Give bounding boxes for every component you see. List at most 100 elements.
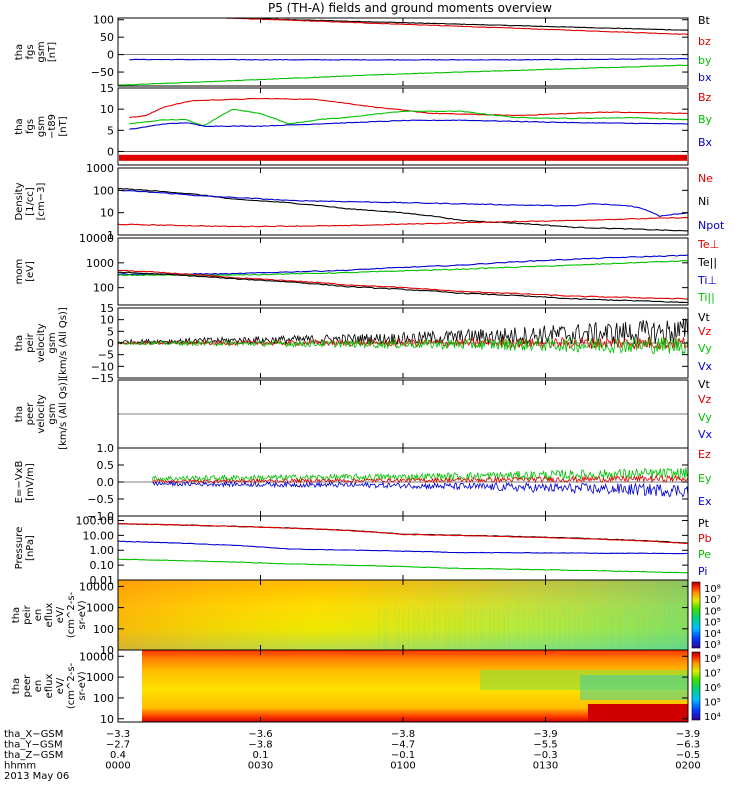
ylabel-line: peer: [22, 674, 33, 698]
panel-frame: [117, 167, 689, 236]
series-Ey: [151, 467, 689, 483]
ylabel-line: [nT]: [47, 42, 58, 62]
series-bz: [226, 17, 689, 36]
series-By: [129, 108, 689, 127]
series-Bz: [129, 97, 689, 119]
ytick-label: 10: [100, 644, 114, 657]
axis-row-value: −5.5: [533, 740, 557, 751]
axis-row-value: −3.9: [676, 729, 700, 740]
ytick-label: 10: [100, 314, 114, 327]
legend-Pe: Pe: [698, 548, 711, 561]
axis-row-value: −3.8: [248, 740, 272, 751]
legend-bz: bz: [698, 35, 711, 48]
legend-Pt: Pt: [698, 517, 710, 530]
ylabel-line: gsm: [36, 116, 47, 137]
ylabel-line: [mV/m]: [25, 463, 36, 501]
ylabel-line: [km/s (All Qs)]: [58, 378, 69, 450]
ytick-label: 100: [93, 623, 114, 636]
panel-peer-eflux: 10000 1000 100 10 tha peer en eflux eV/(cm^2-s-s…: [11, 649, 721, 726]
ylabel-line: mom: [14, 259, 25, 285]
ylabel-line: eV/: [55, 606, 66, 623]
legend-Te: Te||: [697, 256, 717, 269]
ytick-label: −0.5: [87, 493, 114, 506]
panel-peir-eflux: 10000 1000 100 10 tha peir en eflux eV/(cm^2-s-s…: [11, 579, 721, 657]
ylabel-line: [nPa]: [25, 535, 36, 561]
heatmap-patch: [580, 675, 688, 700]
axis-row-value: −0.5: [676, 750, 700, 761]
axis-row-value: 0.1: [253, 750, 269, 761]
legend-Vx: Vx: [698, 360, 713, 373]
ylabel-line: fgs: [25, 44, 36, 59]
legend-Ti: Ti||: [697, 291, 715, 304]
ytick-label: 1000: [86, 257, 114, 270]
ytick-label: 100.00: [76, 514, 115, 527]
series-Ti: [117, 254, 689, 276]
ytick-label: 10: [100, 103, 114, 116]
legend-Te: Te⊥: [697, 238, 719, 251]
ytick-label: 15: [100, 302, 114, 315]
ytick-label: 5: [107, 325, 114, 338]
ytick-label: −15: [91, 372, 114, 385]
ylabel-line: sr-eV): [77, 600, 88, 629]
ytick-label: 0: [107, 49, 114, 62]
legend-Vy: Vy: [698, 342, 712, 355]
ylabel-line: gsm: [36, 41, 47, 62]
panel-peer-velocity: tha peer velocity gsm [km/s (All Qs)] Vt Vz Vy V…: [14, 378, 713, 450]
legend-Npot: Npot: [698, 219, 725, 232]
ylabel-line: tha: [11, 607, 22, 623]
ytick-label: 50: [100, 31, 114, 44]
panel-pressure: 100.00 10.00 1.00 0.10 0.01 Pressure [nPa] Pt Pb…: [14, 514, 712, 587]
axis-date: 2013 May 06: [4, 771, 69, 782]
colorbar-label: 10⁵: [704, 618, 721, 629]
ylabel-line: en: [33, 609, 44, 622]
colorbar-label: 10⁸: [704, 584, 721, 595]
series-Ti: [117, 260, 689, 277]
axis-row-value: −4.7: [391, 740, 415, 751]
ytick-label: −1.0: [87, 510, 114, 523]
series-Te: [117, 269, 689, 300]
axis-row-value: 0200: [675, 761, 700, 772]
colorbar-label: 10⁶: [704, 606, 721, 617]
series-Te: [117, 271, 689, 304]
series-Pb: [117, 522, 689, 545]
heatmap-gap: [118, 650, 142, 722]
ytick-label: 10000: [79, 580, 114, 593]
axis-row-label: tha_Y−GSM: [4, 740, 63, 751]
ylabel-line: Pressure: [14, 527, 25, 570]
colorbar-label: 10³: [704, 640, 721, 651]
ylabel-line: peir: [22, 604, 33, 624]
axis-row-value: 0.4: [110, 750, 126, 761]
ytick-label: 0.01: [90, 574, 115, 587]
axis-row-value: −0.3: [533, 750, 557, 761]
panel-density: 1000 100 10 1 Density [1/cc] [cm−3] Ne Ni Npot: [14, 162, 725, 242]
legend-Vt: Vt: [698, 311, 711, 324]
ytick-label: 10000: [79, 232, 114, 245]
legend-Vx: Vx: [698, 428, 713, 441]
ytick-label: 100: [93, 14, 114, 27]
panel-mom-temp: 10000 1000 100 mom [eV] Te⊥ Te|| Ti⊥ Ti||: [14, 232, 719, 306]
ylabel-line: tha: [11, 678, 22, 694]
legend-Bx: Bx: [698, 136, 713, 149]
ylabel-line: peer: [25, 402, 36, 426]
ytick-label: 0.0: [97, 476, 115, 489]
ylabel-line: tha: [14, 44, 25, 60]
axis-row-value: −2.7: [106, 740, 130, 751]
ytick-label: 10: [100, 713, 114, 726]
ylabel-line: E=−VxB: [14, 461, 25, 504]
ylabel-line: fgs: [25, 119, 36, 134]
legend-bx: bx: [698, 71, 712, 84]
colorbar-label: 10⁶: [704, 683, 721, 694]
series-Ez: [151, 474, 689, 484]
ytick-label: 0: [107, 145, 114, 158]
colorbar-gradient: [691, 581, 701, 649]
legend-Bt: Bt: [698, 14, 711, 27]
series-Vz: [117, 336, 689, 350]
axis-row-value: −3.6: [248, 729, 272, 740]
ytick-label: 0: [107, 337, 114, 350]
ylabel-line: gsm: [47, 332, 58, 353]
colorbar-gradient: [691, 651, 701, 721]
ylabel-line: [km/s (All Qs)]: [58, 307, 69, 379]
colorbar: 10⁸ 10⁷ 10⁶ 10⁵ 10⁴: [691, 651, 721, 723]
